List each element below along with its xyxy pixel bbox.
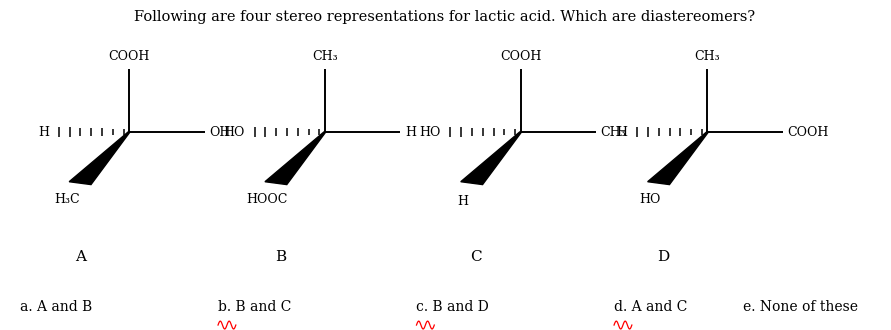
Text: HOOC: HOOC [246,193,288,206]
Polygon shape [265,132,326,184]
Text: d. A and C: d. A and C [614,300,688,314]
Text: OH: OH [209,125,231,139]
Text: b. B and C: b. B and C [218,300,291,314]
Polygon shape [648,132,708,184]
Text: H: H [405,125,416,139]
Text: H: H [38,125,49,139]
Text: Following are four stereo representations for lactic acid. Which are diastereome: Following are four stereo representation… [135,10,756,24]
Polygon shape [69,132,130,184]
Text: c. B and D: c. B and D [416,300,489,314]
Text: COOH: COOH [109,50,150,63]
Text: H: H [617,125,627,139]
Text: H: H [457,195,469,208]
Polygon shape [461,132,521,184]
Text: e. None of these: e. None of these [743,300,858,314]
Text: HO: HO [224,125,245,139]
Text: COOH: COOH [500,50,542,63]
Text: HO: HO [639,193,660,206]
Text: B: B [274,250,286,264]
Text: HO: HO [419,125,440,139]
Text: a. A and B: a. A and B [20,300,92,314]
Text: A: A [75,250,86,264]
Text: CH₃: CH₃ [312,50,338,63]
Text: C: C [470,250,482,264]
Text: H₃C: H₃C [54,193,79,206]
Text: COOH: COOH [788,125,829,139]
Text: CH₃: CH₃ [695,50,720,63]
Text: D: D [657,250,669,264]
Text: CH₃: CH₃ [601,125,626,139]
